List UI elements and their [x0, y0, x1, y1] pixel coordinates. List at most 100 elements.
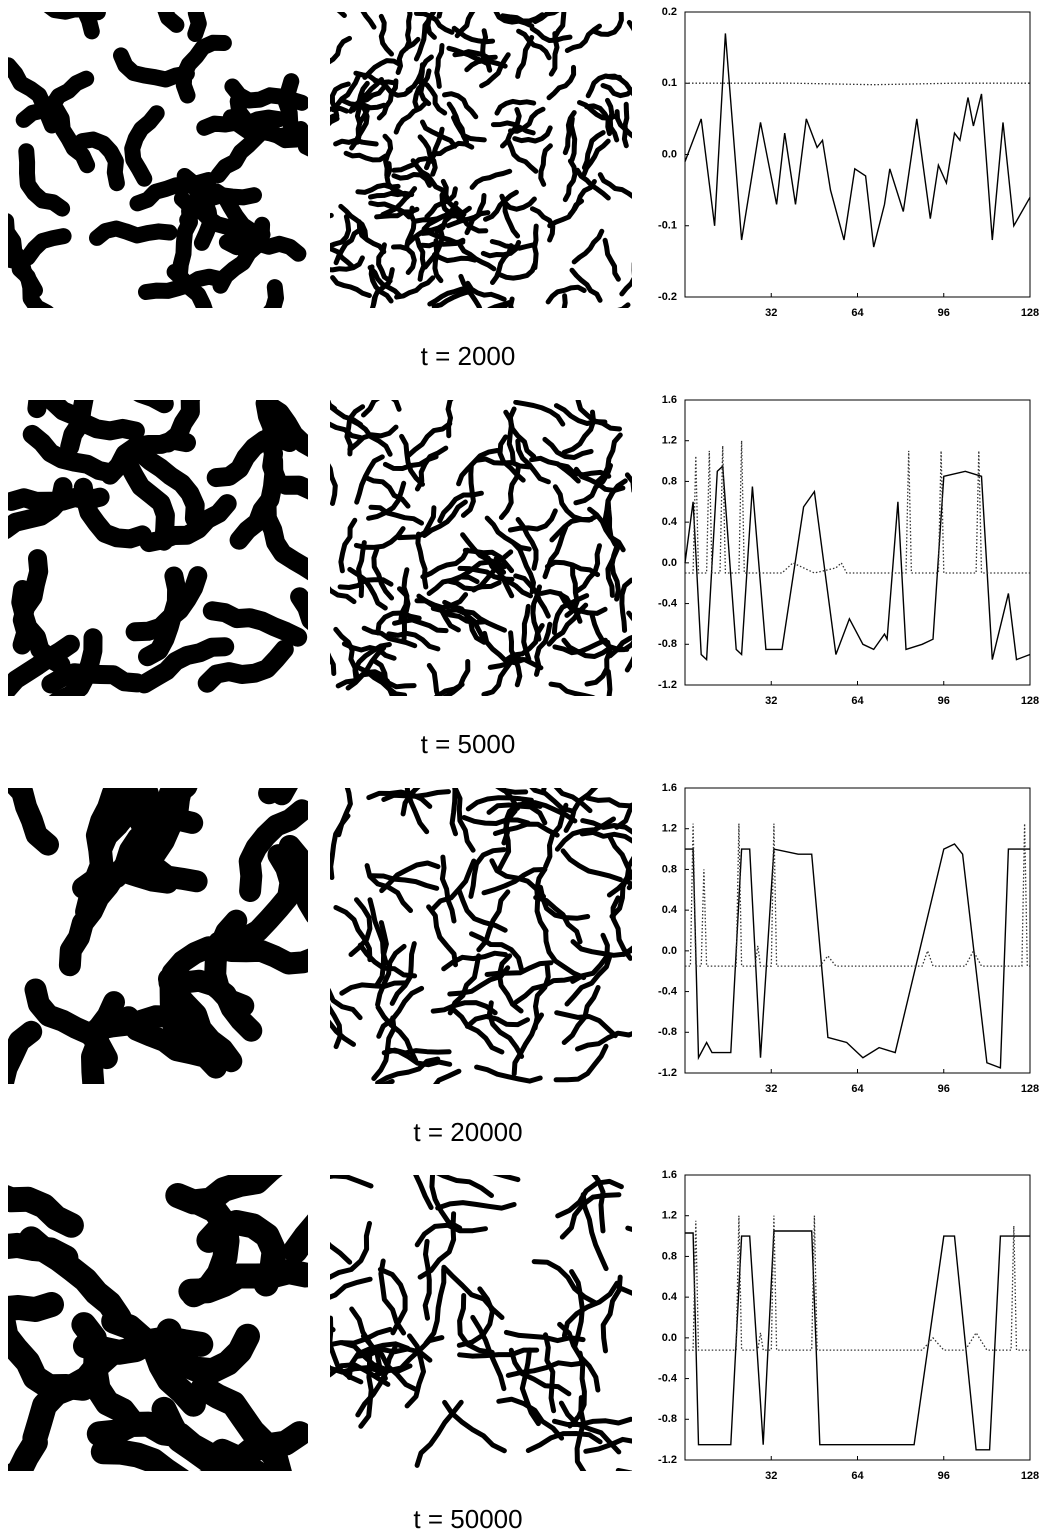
pattern-stroke	[73, 477, 152, 549]
pattern-stroke	[500, 107, 522, 149]
pattern-stroke	[364, 863, 413, 913]
pattern-stroke	[614, 109, 632, 139]
pattern-stroke	[360, 12, 377, 30]
y-tick-label: -0.8	[658, 638, 677, 650]
pattern-stroke	[367, 265, 403, 299]
series-line	[685, 843, 1030, 1069]
pattern-stroke	[474, 456, 532, 470]
pattern-stroke	[503, 409, 537, 459]
pattern-stroke	[89, 220, 178, 246]
pattern-stroke	[581, 130, 606, 171]
pattern-stroke	[338, 203, 369, 241]
pattern-stroke	[330, 652, 337, 676]
pattern-stroke	[341, 98, 387, 111]
pattern-stroke	[494, 300, 512, 308]
pattern-stroke	[487, 657, 544, 671]
y-tick-label: 0.4	[662, 1291, 678, 1303]
pattern-stroke	[529, 26, 573, 43]
pattern-stroke	[330, 1324, 336, 1333]
pattern-stroke	[519, 1347, 541, 1427]
pattern-stroke	[468, 847, 507, 899]
pattern-stroke	[460, 532, 507, 570]
pattern-stroke	[602, 237, 621, 282]
pattern-stroke	[255, 400, 286, 488]
pattern-stroke	[534, 866, 549, 934]
pattern-stroke	[426, 663, 441, 696]
pattern-stroke	[506, 139, 539, 174]
pattern-stroke	[368, 504, 424, 526]
pattern-stroke	[430, 1000, 498, 1016]
pattern-stroke	[434, 43, 445, 89]
x-tick-label: 128	[1021, 307, 1039, 319]
pattern-stroke	[8, 1185, 84, 1238]
series-line	[684, 464, 1031, 662]
pattern-stroke	[330, 421, 363, 441]
pattern-stroke	[133, 400, 174, 414]
y-tick-label: -0.4	[658, 985, 678, 997]
pattern-stroke	[190, 1375, 292, 1471]
pattern-stroke	[414, 1399, 464, 1468]
pattern-stroke	[556, 462, 612, 479]
pattern-stroke	[348, 897, 373, 957]
pattern-stroke	[330, 35, 352, 65]
x-tick-label: 96	[938, 1083, 950, 1095]
pattern-stroke	[417, 134, 438, 177]
pattern-stroke	[404, 788, 430, 835]
pattern-stroke	[8, 1430, 48, 1471]
pattern-stroke	[8, 1020, 43, 1084]
pattern-image	[330, 400, 632, 696]
pattern-stroke	[297, 138, 308, 157]
pattern-stroke	[330, 400, 364, 428]
series-line	[684, 33, 1031, 248]
y-tick-label: 1.6	[662, 394, 677, 406]
pattern-stroke	[330, 1220, 372, 1280]
pattern-stroke	[476, 889, 511, 953]
pattern-stroke	[355, 1344, 398, 1418]
y-tick-label: -0.2	[658, 291, 677, 303]
pattern-stroke	[178, 1259, 308, 1304]
pattern-stroke	[197, 639, 294, 693]
pattern-stroke	[564, 23, 602, 53]
x-tick-label: 128	[1021, 695, 1039, 707]
pattern-stroke	[426, 574, 480, 596]
pattern-stroke	[568, 116, 578, 163]
pattern-stroke	[156, 1318, 260, 1384]
pattern-stroke	[420, 547, 470, 580]
pattern-stroke	[330, 1175, 374, 1189]
pattern-stroke	[204, 909, 255, 1017]
pattern-stroke	[330, 1019, 356, 1047]
pattern-stroke	[532, 12, 560, 25]
pattern-stroke	[413, 1175, 434, 1210]
y-tick-label: 0.8	[662, 475, 677, 487]
y-tick-label: 0.0	[662, 945, 677, 957]
pattern-stroke	[352, 642, 392, 682]
pattern-stroke	[545, 284, 587, 305]
pattern-stroke	[430, 858, 477, 912]
pattern-stroke	[584, 103, 612, 137]
pattern-stroke	[610, 895, 632, 961]
pattern-stroke	[8, 1308, 96, 1401]
pattern-stroke	[368, 200, 412, 220]
pattern-stroke	[397, 586, 411, 642]
pattern-stroke	[624, 472, 632, 493]
pattern-stroke	[624, 656, 632, 673]
pattern-stroke	[449, 788, 458, 837]
pattern-stroke	[567, 179, 597, 217]
pattern-stroke	[415, 531, 429, 590]
caption: t = 20000	[413, 1117, 522, 1147]
pattern-stroke	[589, 613, 630, 652]
pattern-stroke	[369, 873, 440, 891]
pattern-stroke	[456, 448, 500, 487]
pattern-stroke	[386, 630, 441, 652]
series-line	[685, 440, 1030, 574]
pattern-stroke	[515, 438, 551, 485]
pattern-stroke	[458, 273, 483, 308]
pattern-stroke	[561, 293, 568, 308]
caption: t = 5000	[421, 729, 516, 759]
pattern-stroke	[533, 895, 583, 945]
x-tick-label: 32	[765, 695, 777, 707]
y-tick-label: 0.8	[662, 863, 677, 875]
pattern-stroke	[487, 300, 512, 308]
pattern-stroke	[356, 540, 367, 599]
pattern-stroke	[416, 592, 469, 611]
